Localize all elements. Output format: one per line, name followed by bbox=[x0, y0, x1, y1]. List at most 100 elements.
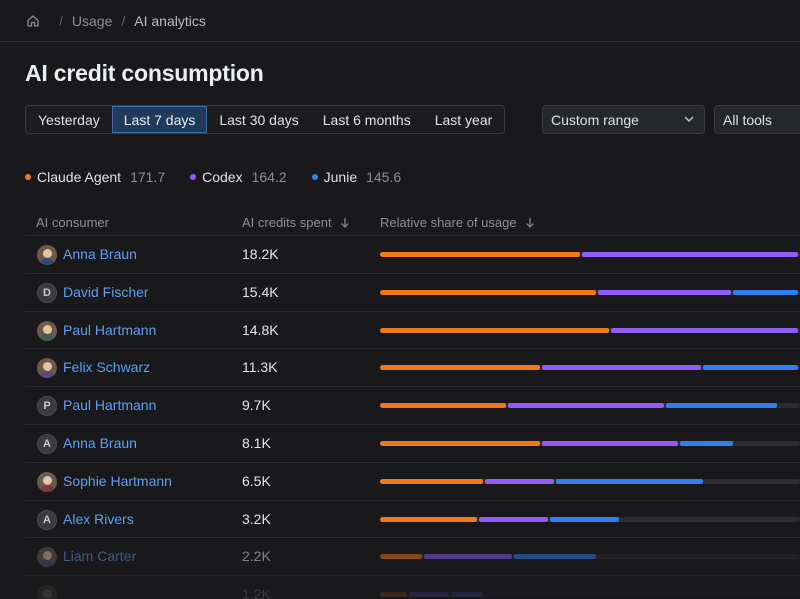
arrow-down-icon bbox=[525, 217, 534, 228]
credits-value: 14.8K bbox=[242, 321, 279, 338]
column-ai-consumer[interactable]: AI consumer bbox=[36, 215, 109, 230]
consumer-name-link[interactable]: Felix Schwarz bbox=[63, 359, 151, 376]
period-last-30-days[interactable]: Last 30 days bbox=[207, 106, 311, 133]
consumer-name-link[interactable]: Liam Carter bbox=[63, 548, 137, 565]
junie-share bbox=[703, 365, 798, 371]
codex-share bbox=[485, 478, 555, 484]
chevron-down-icon bbox=[684, 116, 694, 122]
consumer-name-link[interactable]: Sophie Hartmann bbox=[63, 472, 172, 489]
claude-agent-share bbox=[380, 365, 540, 371]
legend-value: 171.7 bbox=[130, 169, 166, 185]
claude-agent-share bbox=[380, 327, 609, 333]
avatar bbox=[37, 320, 57, 341]
table-row[interactable]: D David Fischer 15.4K bbox=[25, 274, 800, 312]
avatar: P bbox=[37, 396, 57, 417]
arrow-down-icon bbox=[340, 217, 349, 228]
consumer-name-link[interactable]: Paul Hartmann bbox=[63, 397, 157, 414]
codex-share bbox=[541, 440, 679, 446]
column-credits-spent[interactable]: AI credits spent bbox=[242, 215, 350, 230]
legend-name: Junie bbox=[323, 169, 358, 185]
junie-share bbox=[680, 440, 733, 446]
column-label: AI credits spent bbox=[242, 215, 332, 230]
table-row[interactable]: A Alex Rivers 3.2K bbox=[25, 501, 800, 539]
period-yesterday[interactable]: Yesterday bbox=[26, 106, 112, 133]
consumer-name-link[interactable]: Anna Braun bbox=[63, 434, 137, 451]
claude-agent-share bbox=[380, 440, 540, 446]
codex-share bbox=[611, 327, 798, 333]
junie-share bbox=[665, 403, 777, 409]
avatar bbox=[37, 245, 57, 265]
legend-value: 145.6 bbox=[366, 169, 402, 185]
legend-item: Codex 164.2 bbox=[190, 169, 287, 185]
legend-item: Junie 145.6 bbox=[311, 169, 402, 185]
table-row[interactable]: Liam Carter 2.2K bbox=[25, 538, 800, 577]
claude-agent-share bbox=[380, 252, 580, 257]
column-label: AI consumer bbox=[36, 215, 109, 230]
codex-share bbox=[508, 403, 664, 409]
table-row[interactable]: Felix Schwarz 11.3K bbox=[25, 349, 800, 388]
table-row[interactable]: 1.2K bbox=[25, 576, 800, 599]
consumer-name-link[interactable]: Anna Braun bbox=[63, 246, 137, 262]
table-row[interactable]: P Paul Hartmann 9.7K bbox=[25, 387, 800, 425]
legend-value: 164.2 bbox=[251, 169, 287, 185]
codex-share bbox=[598, 289, 731, 295]
claude-agent-share bbox=[380, 289, 597, 295]
legend-dot bbox=[25, 174, 31, 180]
table-row[interactable]: Paul Hartmann 14.8K bbox=[25, 312, 800, 350]
usage-share-bar bbox=[380, 516, 800, 522]
consumer-name-link[interactable]: Alex Rivers bbox=[63, 510, 134, 527]
period-last-7-days[interactable]: Last 7 days bbox=[111, 106, 208, 133]
avatar bbox=[37, 585, 57, 599]
column-label: Relative share of usage bbox=[380, 215, 517, 230]
credits-value: 11.3K bbox=[242, 359, 278, 376]
claude-agent-share bbox=[380, 516, 477, 522]
codex-share bbox=[478, 516, 549, 522]
table-row[interactable]: A Anna Braun 8.1K bbox=[25, 425, 800, 463]
legend: Claude Agent 171.7 Codex 164.2 Junie 145.6 bbox=[25, 169, 426, 185]
credits-value: 9.7K bbox=[242, 397, 271, 414]
column-relative-share[interactable]: Relative share of usage bbox=[380, 215, 535, 230]
codex-share bbox=[581, 252, 798, 257]
breadcrumb-usage[interactable]: Usage bbox=[71, 12, 113, 29]
consumer-table: Anna Braun 18.2K D David Fischer 15.4K Paul H… bbox=[25, 236, 800, 599]
credits-value: 1.2K bbox=[242, 586, 271, 599]
avatar bbox=[37, 358, 57, 379]
avatar bbox=[37, 547, 57, 568]
custom-range-dropdown[interactable]: Custom range bbox=[542, 105, 705, 134]
legend-name: Claude Agent bbox=[37, 169, 122, 185]
junie-share bbox=[550, 516, 620, 522]
page-title: AI credit consumption bbox=[25, 60, 264, 86]
codex-share bbox=[409, 592, 450, 598]
breadcrumb: / Usage / AI analytics bbox=[26, 13, 206, 29]
codex-share bbox=[541, 365, 702, 371]
credits-value: 3.2K bbox=[242, 510, 271, 527]
consumer-name-link[interactable]: Paul Hartmann bbox=[63, 321, 157, 338]
tools-dropdown[interactable]: All tools bbox=[714, 105, 800, 134]
junie-share bbox=[732, 289, 798, 295]
usage-share-bar bbox=[380, 252, 800, 257]
credits-value: 6.5K bbox=[242, 472, 271, 489]
table-row[interactable]: Anna Braun 18.2K bbox=[25, 236, 800, 274]
period-last-year[interactable]: Last year bbox=[422, 106, 505, 133]
table-header: AI consumer AI credits spent Relative sh… bbox=[25, 208, 800, 236]
junie-share bbox=[514, 554, 597, 560]
legend-name: Codex bbox=[202, 169, 243, 185]
junie-share bbox=[451, 592, 483, 598]
avatar: A bbox=[37, 433, 57, 454]
claude-agent-share bbox=[380, 403, 507, 409]
table-row[interactable]: Sophie Hartmann 6.5K bbox=[25, 463, 800, 501]
codex-share bbox=[424, 554, 513, 560]
period-last-6-months[interactable]: Last 6 months bbox=[310, 106, 423, 133]
top-bar: / Usage / AI analytics bbox=[0, 0, 800, 42]
usage-share-bar bbox=[380, 592, 800, 598]
home-icon[interactable] bbox=[26, 14, 40, 28]
credits-value: 8.1K bbox=[242, 434, 271, 451]
claude-agent-share bbox=[380, 554, 423, 560]
breadcrumb-separator: / bbox=[59, 12, 63, 29]
claude-agent-share bbox=[380, 478, 483, 484]
credits-value: 2.2K bbox=[242, 548, 271, 565]
legend-dot bbox=[190, 174, 197, 180]
usage-share-bar bbox=[380, 403, 800, 409]
consumer-name-link[interactable]: David Fischer bbox=[63, 283, 149, 300]
credits-value: 18.2K bbox=[242, 246, 279, 262]
